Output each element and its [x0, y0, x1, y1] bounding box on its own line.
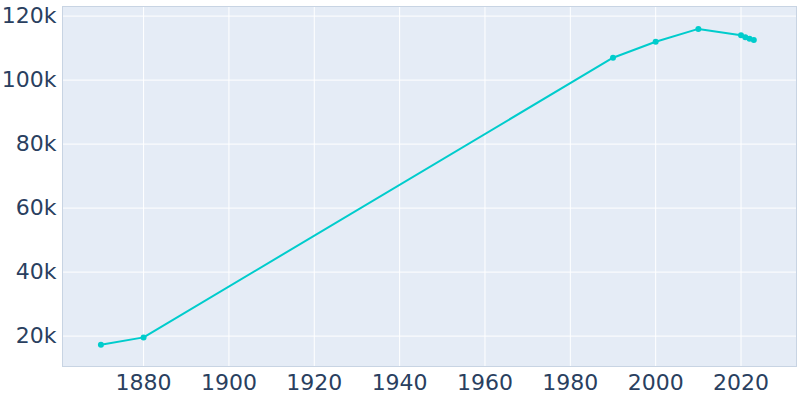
svg-text:2020: 2020	[713, 370, 769, 395]
svg-text:80k: 80k	[16, 131, 57, 156]
svg-text:1920: 1920	[286, 370, 342, 395]
svg-text:100k: 100k	[2, 67, 57, 92]
svg-text:1940: 1940	[372, 370, 428, 395]
svg-text:60k: 60k	[16, 195, 57, 220]
svg-text:2000: 2000	[628, 370, 684, 395]
svg-text:120k: 120k	[2, 3, 57, 28]
svg-text:1960: 1960	[457, 370, 513, 395]
svg-text:1900: 1900	[201, 370, 257, 395]
svg-text:40k: 40k	[16, 259, 57, 284]
svg-text:1980: 1980	[542, 370, 598, 395]
svg-text:1880: 1880	[116, 370, 172, 395]
svg-text:20k: 20k	[16, 323, 57, 348]
